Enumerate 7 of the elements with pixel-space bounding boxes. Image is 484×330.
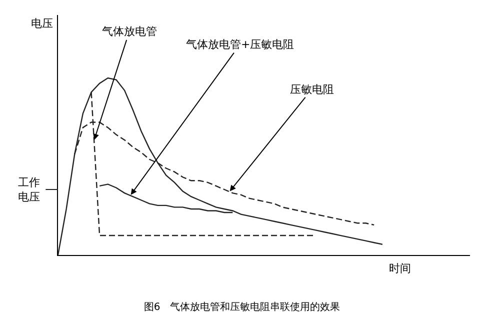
text: 气体放电管: [102, 25, 157, 38]
y-axis-title: 电压: [31, 17, 53, 30]
text: 气体放电管+压敏电阻: [186, 38, 294, 51]
x-axis-title: 时间: [389, 262, 411, 275]
ref-line-label: 工作电压: [18, 176, 40, 204]
text: 图6 气体放电管和压敏电阻串联使用的效果: [144, 301, 340, 314]
annotation: 压敏电阻: [290, 83, 334, 96]
